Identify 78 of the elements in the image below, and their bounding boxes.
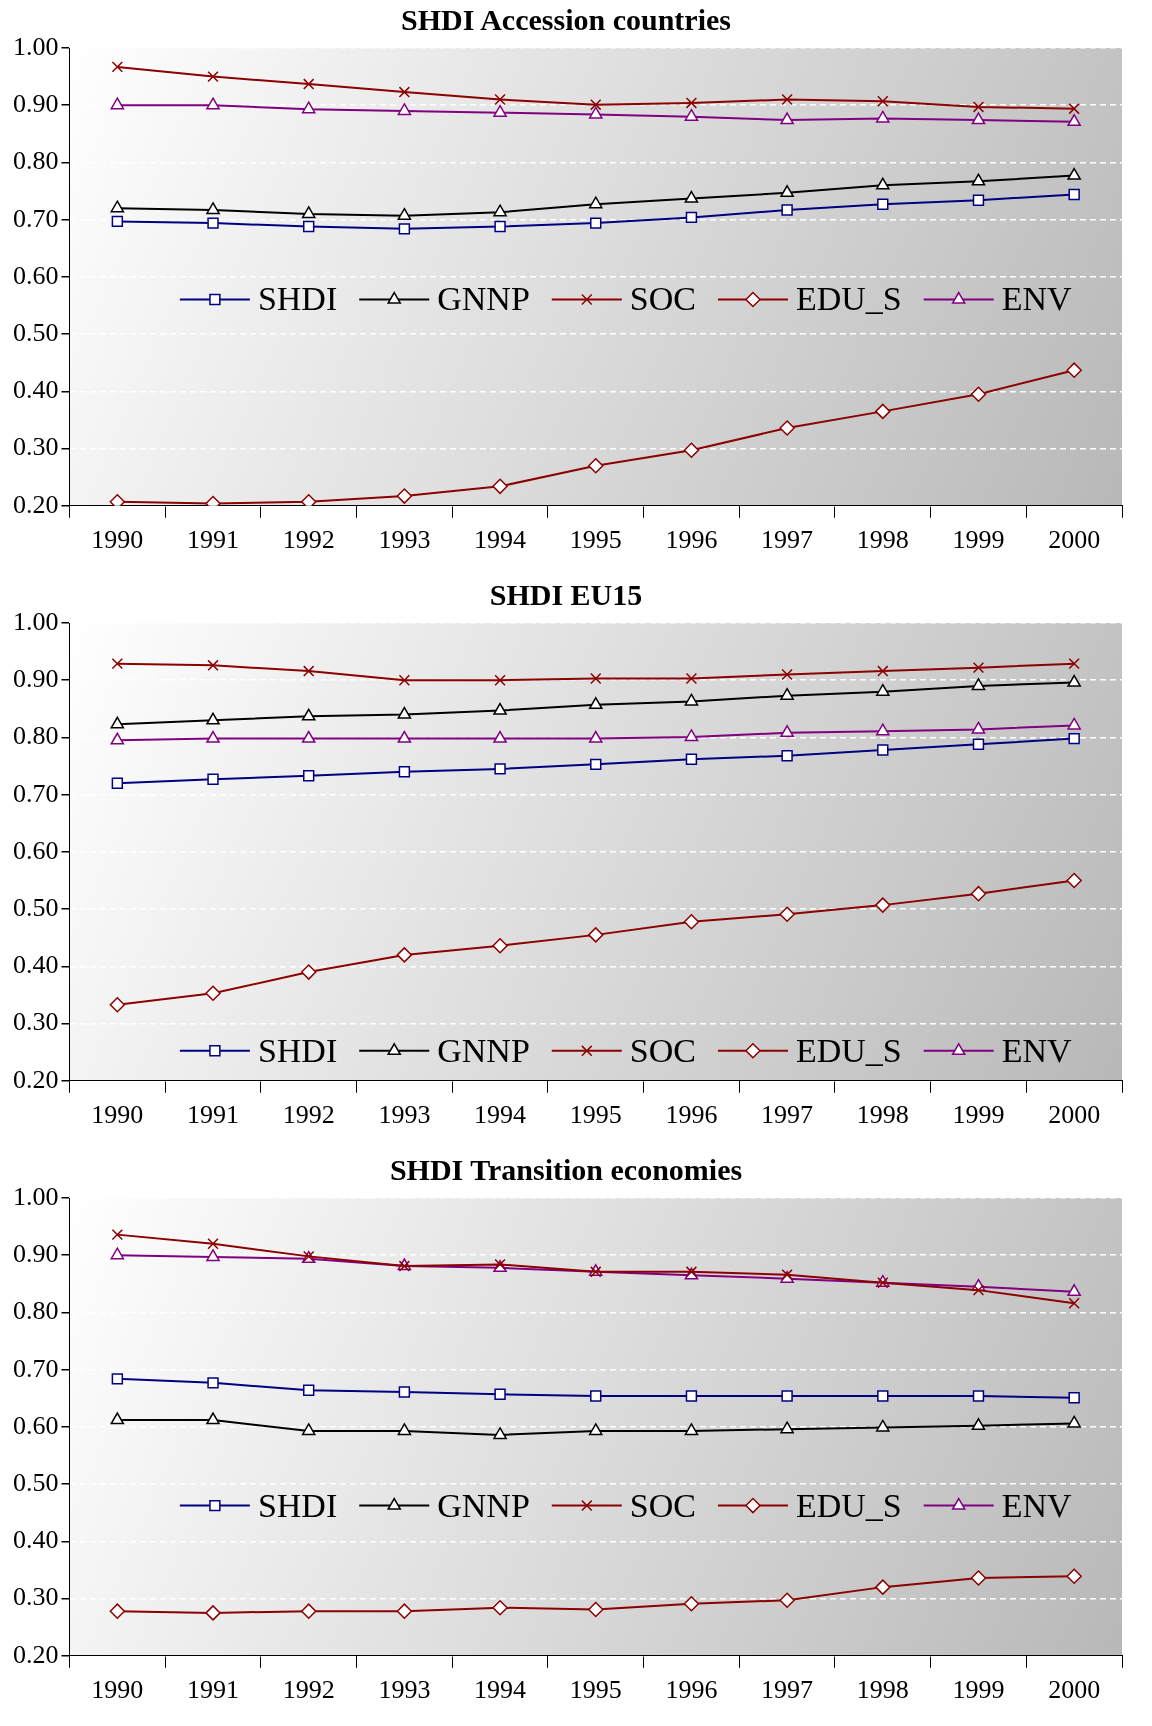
x-tick-label: 1995 <box>569 525 622 555</box>
y-tick-label: 0.90 <box>13 664 59 694</box>
x-tick-label: 1993 <box>378 525 431 555</box>
legend-label: GNNP <box>437 280 530 318</box>
x-tick-label: 1996 <box>665 1675 718 1705</box>
y-tick-label: 0.20 <box>13 1064 59 1094</box>
legend-label: EDU_S <box>795 1486 902 1524</box>
x-tick-label: 1994 <box>474 525 527 555</box>
x-tick-label: 1998 <box>856 1675 909 1705</box>
y-tick-label: 0.80 <box>13 721 59 751</box>
legend-label: EDU_S <box>795 280 902 318</box>
x-tick-label: 1991 <box>187 1675 240 1705</box>
chart-title: SHDI Transition economies <box>389 1152 743 1186</box>
legend-label: ENV <box>1001 1031 1073 1069</box>
x-tick-label: 2000 <box>1048 525 1101 555</box>
x-tick-label: 1997 <box>761 525 814 555</box>
y-tick-label: 0.70 <box>13 1353 59 1383</box>
chart-title: SHDI EU15 <box>489 577 643 611</box>
x-tick-label: 1996 <box>665 1100 718 1130</box>
x-tick-label: 1996 <box>665 525 718 555</box>
y-tick-label: 0.30 <box>13 1582 59 1612</box>
y-tick-label: 0.70 <box>13 778 59 808</box>
x-tick-label: 1998 <box>856 1100 909 1130</box>
y-tick-label: 0.70 <box>13 203 59 233</box>
x-tick-label: 1990 <box>91 525 144 555</box>
chart-title: SHDI Accession countries <box>401 2 731 36</box>
x-tick-label: 1999 <box>952 525 1005 555</box>
y-tick-label: 0.50 <box>13 1467 59 1497</box>
x-tick-label: 1998 <box>856 525 909 555</box>
legend-label: SOC <box>629 280 696 318</box>
x-tick-label: 1993 <box>378 1675 431 1705</box>
x-tick-label: 1999 <box>952 1100 1005 1130</box>
y-tick-label: 0.40 <box>13 1525 59 1555</box>
legend-label: ENV <box>1001 1486 1073 1524</box>
legend-label: ENV <box>1001 280 1073 318</box>
y-tick-label: 0.80 <box>13 1296 59 1326</box>
legend-label: SHDI <box>257 1031 338 1069</box>
y-tick-label: 0.50 <box>13 892 59 922</box>
x-tick-label: 1994 <box>474 1675 527 1705</box>
legend-label: GNNP <box>437 1031 530 1069</box>
x-tick-label: 1997 <box>761 1100 814 1130</box>
x-tick-label: 1990 <box>91 1100 144 1130</box>
y-tick-label: 0.20 <box>13 489 59 519</box>
x-tick-label: 1995 <box>569 1675 622 1705</box>
x-tick-label: 1990 <box>91 1675 144 1705</box>
y-tick-label: 0.50 <box>13 317 59 347</box>
y-tick-label: 0.80 <box>13 146 59 176</box>
x-tick-label: 2000 <box>1048 1675 1101 1705</box>
x-tick-label: 1992 <box>282 525 335 555</box>
y-tick-label: 0.40 <box>13 375 59 405</box>
x-tick-label: 1993 <box>378 1100 431 1130</box>
legend-label: SHDI <box>257 280 338 318</box>
y-tick-label: 0.90 <box>13 1239 59 1269</box>
y-tick-label: 0.30 <box>13 432 59 462</box>
x-tick-label: 1999 <box>952 1675 1005 1705</box>
y-tick-label: 0.20 <box>13 1639 59 1669</box>
x-tick-label: 1991 <box>187 525 240 555</box>
legend-label: SHDI <box>257 1486 338 1524</box>
legend-label: SOC <box>629 1486 696 1524</box>
y-tick-label: 1.00 <box>13 31 59 61</box>
y-tick-label: 1.00 <box>13 606 59 636</box>
x-tick-label: 1997 <box>761 1675 814 1705</box>
y-tick-label: 0.60 <box>13 1410 59 1440</box>
legend-label: SOC <box>629 1031 696 1069</box>
y-tick-label: 0.40 <box>13 950 59 980</box>
y-tick-label: 1.00 <box>13 1181 59 1211</box>
x-tick-label: 1992 <box>282 1100 335 1130</box>
y-tick-label: 0.90 <box>13 89 59 119</box>
y-tick-label: 0.60 <box>13 835 59 865</box>
x-tick-label: 2000 <box>1048 1100 1101 1130</box>
x-tick-label: 1995 <box>569 1100 622 1130</box>
x-tick-label: 1994 <box>474 1100 527 1130</box>
y-tick-label: 0.30 <box>13 1007 59 1037</box>
legend-label: EDU_S <box>795 1031 902 1069</box>
x-tick-label: 1991 <box>187 1100 240 1130</box>
legend-label: GNNP <box>437 1486 530 1524</box>
x-tick-label: 1992 <box>282 1675 335 1705</box>
y-tick-label: 0.60 <box>13 260 59 290</box>
